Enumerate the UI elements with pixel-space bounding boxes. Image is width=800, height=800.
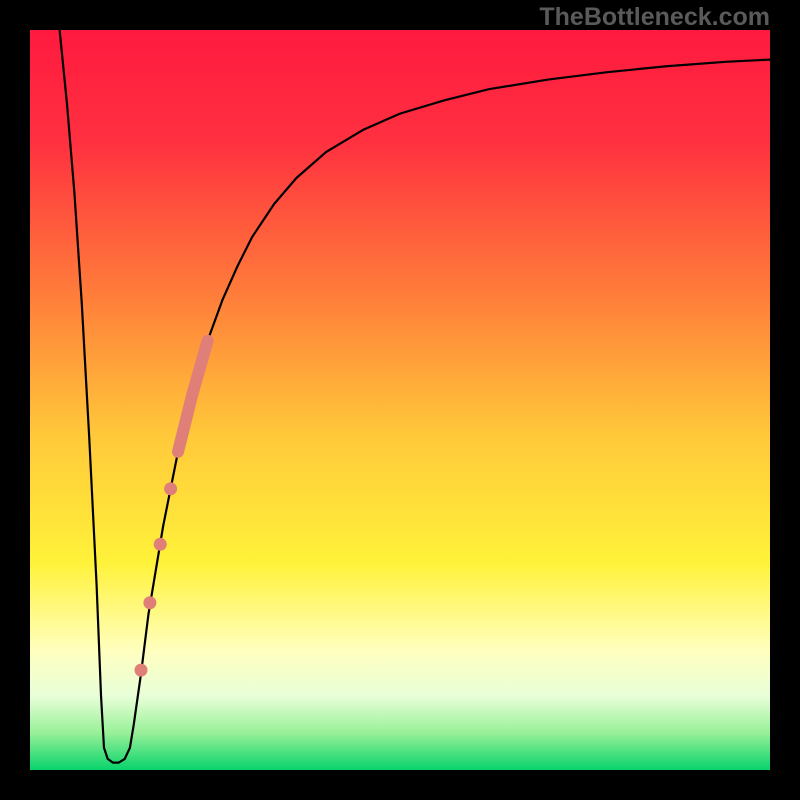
- highlight-segment: [178, 341, 208, 452]
- main-curve: [60, 30, 770, 763]
- watermark-text: TheBottleneck.com: [539, 3, 770, 32]
- highlight-dot: [154, 538, 167, 551]
- highlight-dot: [143, 596, 156, 609]
- plot-area: [30, 30, 770, 770]
- highlight-dot: [164, 482, 177, 495]
- highlight-dot: [135, 664, 148, 677]
- chart-svg: [30, 30, 770, 770]
- chart-container: TheBottleneck.com: [0, 0, 800, 800]
